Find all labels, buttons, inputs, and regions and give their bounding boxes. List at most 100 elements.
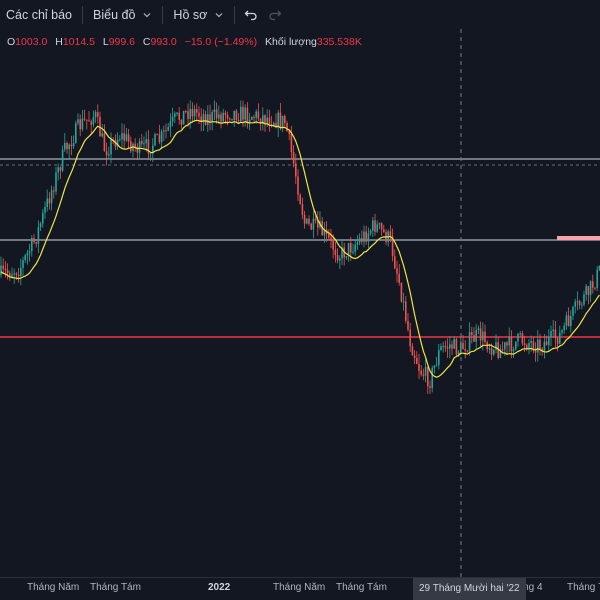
candle-body bbox=[482, 331, 484, 341]
candle-body bbox=[61, 149, 64, 171]
candle-body bbox=[20, 267, 22, 277]
candle-body bbox=[446, 347, 449, 349]
candle-body bbox=[11, 274, 13, 278]
candle-body bbox=[521, 333, 524, 344]
candle-body bbox=[79, 119, 81, 130]
candle-body bbox=[182, 110, 185, 125]
moving-average-line bbox=[0, 119, 600, 378]
candle-body bbox=[53, 190, 55, 192]
candle-body bbox=[347, 243, 350, 257]
candle-body bbox=[70, 144, 73, 147]
candle-body bbox=[552, 329, 554, 332]
candle-body bbox=[246, 107, 249, 123]
candle-body bbox=[264, 115, 266, 123]
candle-body bbox=[356, 242, 359, 245]
candle-body bbox=[512, 349, 515, 352]
candle-body bbox=[435, 365, 438, 367]
candle-body bbox=[431, 367, 433, 388]
undo-button[interactable] bbox=[239, 0, 263, 29]
change-value: −15.0 (−1.49%) bbox=[184, 36, 258, 48]
candle-body bbox=[277, 112, 279, 128]
profile-menu-button[interactable]: Hồ sơ bbox=[167, 0, 230, 29]
candle-body bbox=[200, 116, 202, 122]
candle-body bbox=[543, 341, 546, 352]
candle-body bbox=[2, 265, 4, 269]
indicators-button[interactable]: Các chỉ báo bbox=[0, 0, 78, 29]
candle-body bbox=[163, 130, 165, 132]
candle-body bbox=[97, 112, 99, 117]
candle-body bbox=[273, 122, 275, 126]
indicators-label: Các chỉ báo bbox=[6, 7, 73, 22]
candle-body bbox=[99, 116, 101, 137]
candle-body bbox=[39, 223, 42, 227]
candle-body bbox=[583, 294, 585, 305]
candle-body bbox=[127, 134, 130, 142]
candle-body bbox=[86, 119, 88, 121]
open-key: O bbox=[7, 36, 16, 48]
candle-body bbox=[515, 341, 517, 350]
candle-body bbox=[233, 110, 235, 120]
candle-body bbox=[17, 274, 20, 277]
price-chart[interactable] bbox=[0, 29, 600, 577]
candle-body bbox=[174, 113, 176, 117]
candle-body bbox=[189, 108, 191, 119]
candle-body bbox=[286, 123, 288, 132]
axis-tick: 2022 bbox=[208, 582, 231, 593]
candle-body bbox=[191, 108, 194, 117]
candle-body bbox=[534, 349, 537, 353]
axis-tick: Tháng Tám bbox=[90, 582, 141, 593]
candle-body bbox=[565, 315, 568, 326]
candle-body bbox=[422, 374, 425, 376]
candle-body bbox=[449, 344, 451, 349]
candle-body bbox=[88, 120, 90, 122]
chevron-down-icon bbox=[143, 12, 151, 17]
candle-body bbox=[31, 238, 33, 252]
candle-body bbox=[589, 281, 592, 295]
candle-body bbox=[4, 268, 7, 271]
candle-body bbox=[94, 112, 97, 118]
candle-body bbox=[479, 328, 482, 341]
candle-body bbox=[427, 367, 429, 387]
candle-body bbox=[48, 198, 51, 204]
candle-body bbox=[539, 339, 541, 349]
candle-body bbox=[185, 110, 187, 112]
candle-body bbox=[167, 127, 169, 131]
candle-body bbox=[391, 236, 394, 257]
candle-body bbox=[46, 198, 48, 207]
low-key: L bbox=[102, 36, 109, 48]
candle-body bbox=[281, 115, 284, 128]
candle-body bbox=[266, 117, 268, 123]
candle-body bbox=[530, 341, 532, 344]
candle-body bbox=[209, 114, 211, 123]
candle-body bbox=[585, 286, 587, 295]
candle-body bbox=[242, 106, 244, 120]
candle-body bbox=[409, 329, 411, 347]
candle-body bbox=[222, 112, 224, 122]
candle-body bbox=[490, 347, 493, 355]
candle-body bbox=[158, 134, 161, 143]
candle-body bbox=[332, 239, 334, 250]
candle-body bbox=[561, 330, 563, 333]
candle-body bbox=[400, 282, 403, 302]
redo-button[interactable] bbox=[263, 0, 287, 29]
candle-body bbox=[306, 218, 308, 224]
axis-tick: Tháng Tám bbox=[336, 582, 387, 593]
candle-body bbox=[581, 304, 583, 306]
candle-body bbox=[9, 273, 11, 278]
candle-body bbox=[24, 255, 26, 261]
time-axis[interactable]: Tháng Năm Tháng Tám 2022 Tháng Năm Tháng… bbox=[0, 577, 600, 600]
candle-body bbox=[176, 112, 178, 114]
candle-body bbox=[290, 133, 293, 153]
candle-body bbox=[398, 273, 400, 283]
candle-body bbox=[187, 111, 189, 119]
candle-body bbox=[0, 265, 2, 275]
candle-body bbox=[416, 358, 418, 364]
candle-body bbox=[44, 206, 46, 213]
candle-body bbox=[6, 270, 9, 274]
chart-menu-button[interactable]: Biểu đồ bbox=[87, 0, 158, 29]
candle-body bbox=[59, 167, 62, 171]
candle-body bbox=[420, 370, 422, 375]
candle-body bbox=[440, 346, 442, 351]
candle-body bbox=[213, 109, 216, 113]
candle-body bbox=[116, 139, 119, 147]
